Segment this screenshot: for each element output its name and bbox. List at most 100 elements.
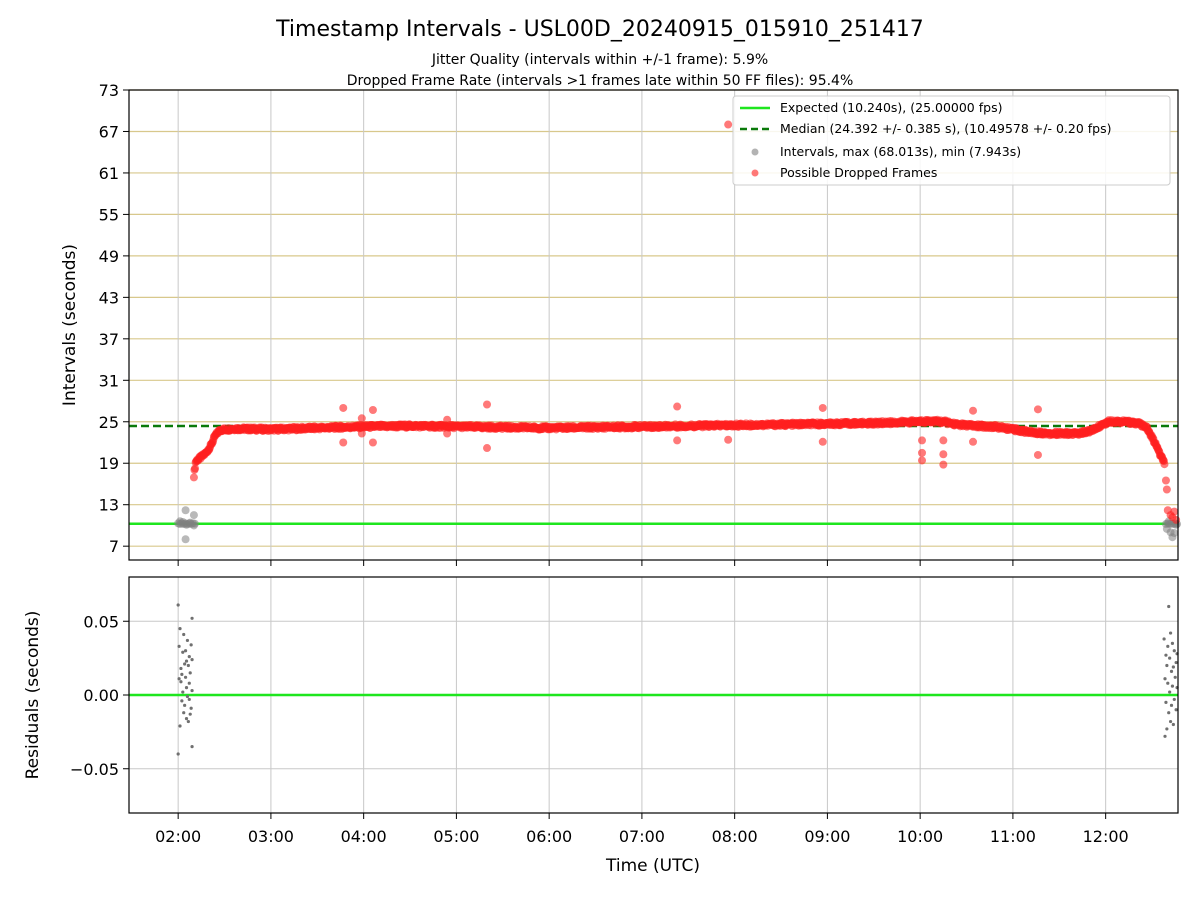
top-y-tick-label: 37 bbox=[99, 330, 119, 349]
top-y-tick-label: 61 bbox=[99, 164, 119, 183]
chart-title: Timestamp Intervals - USL00D_20240915_01… bbox=[275, 17, 924, 42]
residual-point bbox=[1164, 700, 1168, 704]
residual-point bbox=[1168, 656, 1172, 660]
legend-intervals-swatch bbox=[751, 148, 759, 156]
residual-point bbox=[1172, 697, 1176, 702]
x-tick-label: 08:00 bbox=[712, 827, 758, 846]
residual-point bbox=[176, 752, 180, 756]
residual-point bbox=[185, 694, 190, 699]
dropped-frame-outlier bbox=[818, 403, 827, 412]
x-axis-label: Time (UTC) bbox=[605, 856, 700, 876]
bottom-y-axis-label: Residuals (seconds) bbox=[23, 611, 43, 780]
residual-point bbox=[1174, 708, 1178, 712]
residual-point bbox=[181, 690, 185, 694]
dropped-frame-outlier bbox=[339, 403, 348, 412]
bottom-y-tick-label: 0.00 bbox=[83, 686, 119, 705]
dropped-frame-outlier bbox=[818, 437, 827, 446]
dropped-frame-outlier bbox=[939, 436, 948, 445]
residual-point bbox=[178, 627, 182, 631]
legend-intervals-label: Intervals, max (68.013s), min (7.943s) bbox=[780, 144, 1021, 159]
residual-point bbox=[1173, 675, 1177, 679]
dropped-frame-outlier bbox=[1033, 405, 1042, 414]
residual-point bbox=[1169, 703, 1174, 707]
top-y-tick-label: 43 bbox=[99, 288, 119, 307]
dropped-frame-point bbox=[191, 464, 200, 473]
legend-dropped-label: Possible Dropped Frames bbox=[780, 165, 937, 180]
dropped-frame-outlier bbox=[1172, 515, 1181, 524]
residual-point bbox=[1167, 711, 1171, 715]
top-y-tick-label: 25 bbox=[99, 413, 119, 432]
residual-point bbox=[190, 658, 194, 662]
residual-point bbox=[1169, 669, 1174, 674]
residual-point bbox=[182, 632, 186, 637]
interval-point bbox=[189, 521, 198, 530]
top-y-tick-label: 55 bbox=[99, 205, 119, 224]
top-y-tick-label: 19 bbox=[99, 454, 119, 473]
residual-point bbox=[1172, 649, 1176, 653]
dropped-frame-outlier bbox=[483, 400, 492, 409]
residual-point bbox=[1163, 677, 1167, 681]
residual-point bbox=[181, 650, 185, 654]
residual-point bbox=[1165, 727, 1169, 731]
top-axis-ticks: 7 13 19 25 31 37 43 49 55 61 67 73 bbox=[99, 81, 1107, 566]
top-plot-frame bbox=[128, 89, 1179, 561]
dropped-frame-outlier bbox=[1161, 476, 1170, 485]
top-y-tick-label: 49 bbox=[99, 247, 119, 266]
top-y-tick-label: 73 bbox=[99, 81, 119, 100]
residual-point bbox=[178, 724, 182, 728]
top-y-tick-label: 7 bbox=[109, 537, 119, 556]
x-tick-label: 07:00 bbox=[619, 827, 665, 846]
residual-point bbox=[177, 644, 181, 648]
residual-point bbox=[177, 677, 181, 681]
residual-point bbox=[1168, 719, 1173, 724]
residual-point bbox=[1174, 660, 1178, 665]
residual-point bbox=[187, 681, 191, 685]
dropped-frame-outlier bbox=[1162, 485, 1171, 494]
residual-point bbox=[183, 662, 187, 666]
x-tick-label: 05:00 bbox=[433, 827, 479, 846]
dropped-frame-outlier bbox=[918, 436, 927, 445]
dropped-frame-outlier bbox=[969, 406, 978, 415]
x-tick-label: 06:00 bbox=[526, 827, 572, 846]
chart-subtitle-dropped: Dropped Frame Rate (intervals >1 frames … bbox=[347, 73, 854, 89]
residual-point bbox=[179, 666, 183, 671]
residual-point bbox=[183, 703, 187, 707]
residual-point bbox=[184, 717, 189, 721]
residual-point bbox=[180, 672, 184, 676]
residual-point bbox=[1171, 665, 1175, 669]
residual-point bbox=[189, 706, 193, 710]
residual-point bbox=[184, 686, 189, 690]
residual-point bbox=[179, 680, 183, 684]
residual-point bbox=[1168, 690, 1172, 694]
interval-point bbox=[1170, 529, 1179, 538]
dropped-frame-outlier bbox=[724, 120, 733, 129]
dropped-frame-outlier bbox=[918, 448, 927, 457]
residual-point bbox=[184, 659, 189, 663]
residual-point bbox=[190, 688, 194, 693]
residual-point bbox=[189, 643, 193, 647]
x-tick-label: 11:00 bbox=[990, 827, 1036, 846]
residual-point bbox=[188, 671, 192, 675]
dropped-frame-outlier bbox=[918, 456, 927, 465]
residual-point bbox=[1165, 663, 1169, 668]
residual-point bbox=[180, 699, 184, 703]
dropped-frame-outlier bbox=[1170, 507, 1179, 516]
legend-expected-label: Expected (10.240s), (25.00000 fps) bbox=[780, 100, 1002, 115]
dropped-frame-outlier bbox=[443, 415, 452, 424]
interval-point bbox=[176, 517, 185, 526]
bottom-residual-points bbox=[176, 603, 1179, 756]
residual-point bbox=[188, 712, 192, 716]
x-tick-label: 10:00 bbox=[897, 827, 943, 846]
residual-point bbox=[187, 697, 191, 702]
residual-point bbox=[1167, 604, 1171, 609]
residual-point bbox=[1171, 722, 1175, 727]
x-tick-label: 03:00 bbox=[248, 827, 294, 846]
dropped-frame-outlier bbox=[368, 406, 377, 415]
bottom-panel: −0.05 0.00 0.05 02:00 03:00 04:00 05:00 06:00 07… bbox=[23, 576, 1179, 876]
x-tick-label: 04:00 bbox=[341, 827, 387, 846]
bottom-axis-ticks: −0.05 0.00 0.05 02:00 03:00 04:00 05:00 06:00 07… bbox=[70, 612, 1129, 846]
residual-point bbox=[1168, 631, 1173, 635]
top-y-tick-label: 67 bbox=[99, 122, 119, 141]
residual-point bbox=[182, 711, 186, 715]
